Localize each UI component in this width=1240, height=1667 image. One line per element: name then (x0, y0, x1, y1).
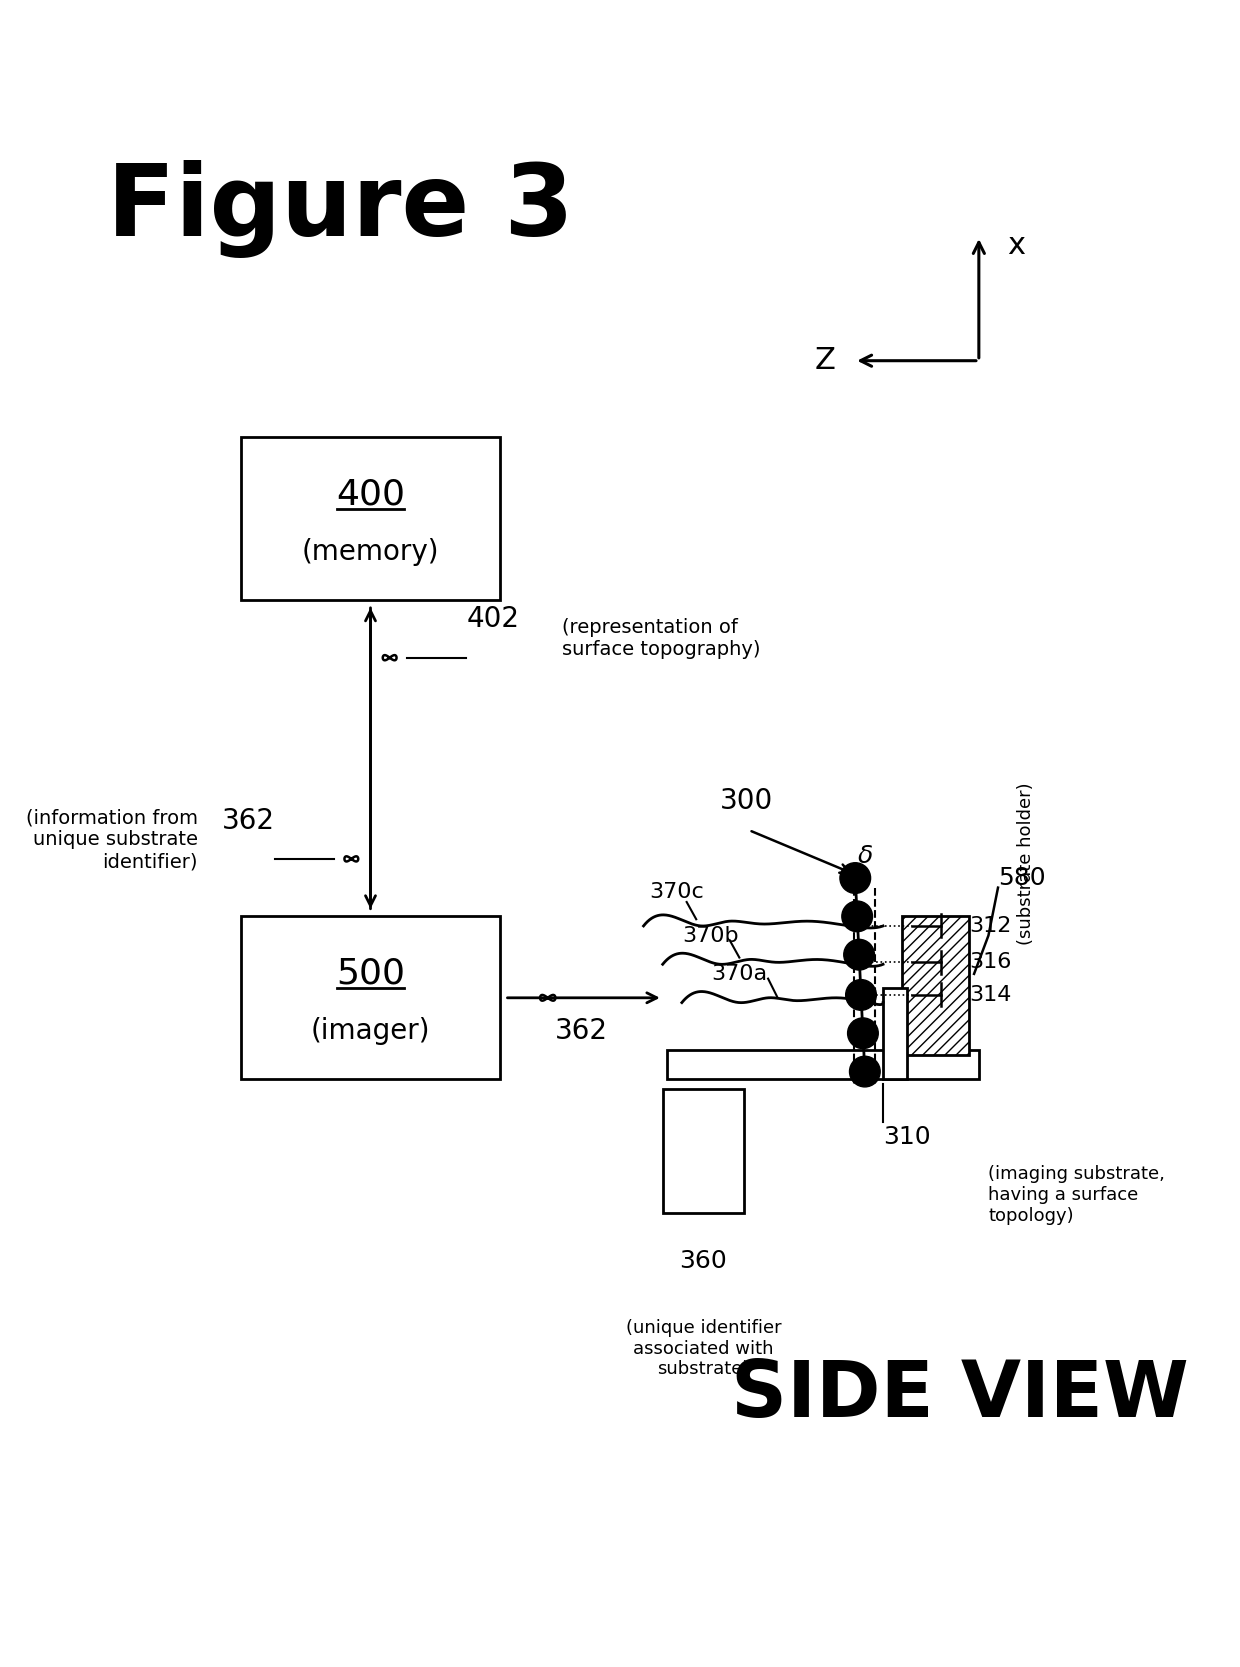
Bar (903, 917, 970, 1055)
Circle shape (848, 1019, 878, 1049)
Bar (241, 437, 500, 600)
Text: 312: 312 (970, 915, 1012, 935)
Circle shape (842, 902, 873, 932)
Text: Z: Z (815, 347, 836, 375)
Text: (representation of
surface topography): (representation of surface topography) (562, 618, 760, 658)
Text: δ: δ (857, 845, 873, 869)
Text: 362: 362 (554, 1017, 608, 1045)
Circle shape (839, 864, 870, 894)
Text: 310: 310 (883, 1125, 931, 1149)
Text: (information from
unique substrate
identifier): (information from unique substrate ident… (26, 808, 198, 872)
Text: 402: 402 (466, 605, 520, 633)
Text: (unique identifier
associated with
substrate): (unique identifier associated with subst… (626, 1319, 781, 1379)
Text: (substrate holder): (substrate holder) (1017, 782, 1035, 945)
Text: Figure 3: Figure 3 (107, 160, 574, 257)
Text: (imager): (imager) (311, 1017, 430, 1045)
Circle shape (849, 1057, 880, 1087)
Text: 314: 314 (970, 985, 1012, 1005)
Text: 316: 316 (970, 952, 1012, 972)
Bar (241, 917, 500, 1079)
Text: 370b: 370b (682, 925, 739, 945)
Text: 360: 360 (680, 1249, 728, 1274)
Text: 400: 400 (336, 478, 405, 512)
Text: 580: 580 (998, 867, 1045, 890)
Bar (662, 1089, 744, 1214)
Bar (883, 989, 906, 1079)
Text: (imaging substrate,
having a surface
topology): (imaging substrate, having a surface top… (988, 1165, 1166, 1225)
Text: (memory): (memory) (301, 538, 439, 567)
Text: SIDE VIEW: SIDE VIEW (730, 1357, 1189, 1434)
Text: 362: 362 (222, 807, 275, 835)
Bar (667, 1050, 978, 1079)
Circle shape (843, 940, 874, 970)
Circle shape (846, 980, 877, 1010)
Text: x: x (1008, 232, 1025, 260)
Text: 370c: 370c (650, 882, 704, 902)
Text: 300: 300 (720, 787, 774, 815)
Text: 500: 500 (336, 957, 405, 990)
Text: 370a: 370a (712, 964, 768, 984)
